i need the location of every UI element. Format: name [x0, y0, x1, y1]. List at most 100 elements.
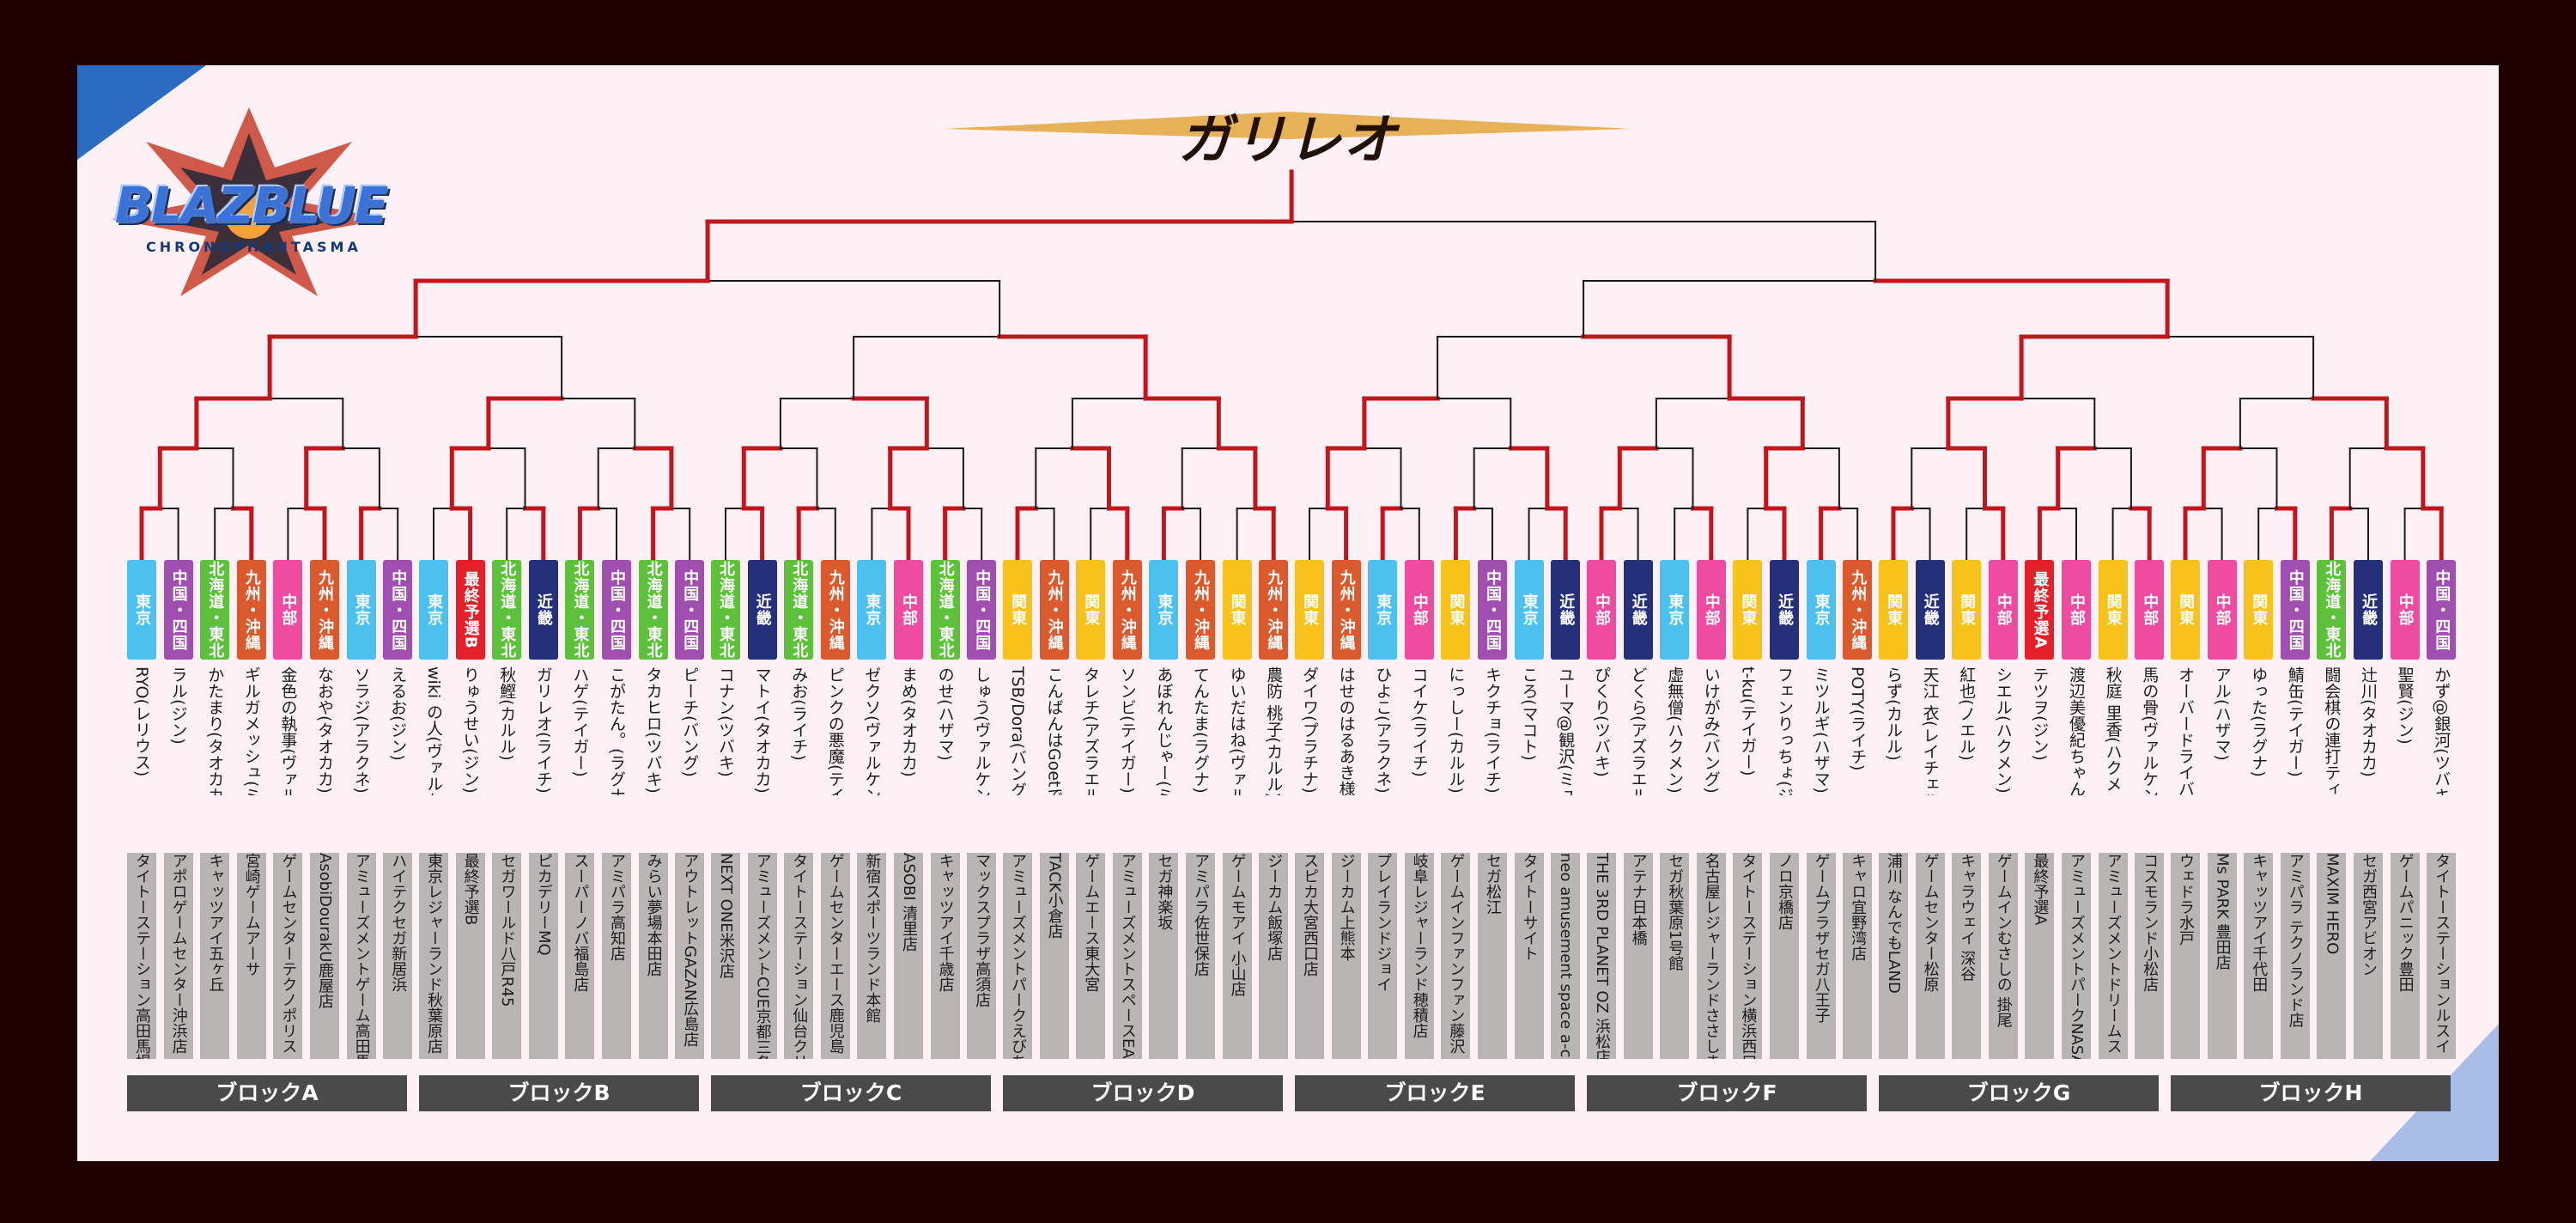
qualifier-venue: ジーカム上熊本 — [1331, 853, 1361, 1059]
region-badge: 東京 — [1149, 560, 1179, 660]
qualifier-venue: 最終予選B — [455, 853, 485, 1059]
qualifier-venue: ゲームパニック豊田 — [2390, 853, 2420, 1059]
player-name: 聖賢(ジン) — [2395, 666, 2415, 745]
region-badge: 近畿 — [1915, 560, 1945, 660]
player-name: ころ(マコト) — [1519, 666, 1539, 761]
player-name: シエル(ハクメン) — [1993, 666, 2013, 794]
region-badge: 中部 — [2390, 560, 2420, 660]
player-name: はせのはるあき様推し(ハザマ) — [1336, 666, 1356, 795]
region-badge: 中国・四国 — [163, 560, 193, 660]
block-label: ブロックD — [1003, 1075, 1283, 1111]
qualifier-venue: ゲームセンターエース鹿児島 — [820, 853, 850, 1059]
player-name: コナン(ツバキ) — [716, 666, 735, 777]
player-name: にっしー(カルル) — [1446, 666, 1466, 794]
qualifier-venue: アミューズメントドリームス — [2098, 853, 2128, 1059]
player-name: ピーチ(バング) — [680, 666, 700, 777]
qualifier-venue: ASOBI 清里店 — [894, 853, 923, 1059]
region-badge: 関東 — [2244, 560, 2274, 660]
player-name: TSB/Dora(バング) — [1008, 666, 1027, 795]
region-badge: 関東 — [1295, 560, 1324, 660]
player-name: ゼクソ(ヴァルケンハイン) — [862, 666, 882, 795]
qualifier-venue: 新宿スポーツランド本館 — [857, 853, 887, 1059]
player-name: かず@銀河(ツバキ) — [2432, 666, 2451, 795]
player-name: かたまり(タオカカ) — [205, 666, 225, 795]
qualifier-venue: ゲームインむさしの 掛尾 — [1988, 853, 2018, 1059]
player-name: 秋庭 里香(ハクメン) — [2103, 666, 2123, 795]
region-badge: 東京 — [419, 560, 448, 660]
region-badge: 関東 — [1733, 560, 1763, 660]
region-badge: 北海道・東北 — [492, 560, 522, 660]
player-name: 渡辺美優紀ちゃんを推したい(ミュー) — [2062, 666, 2091, 795]
region-badge: 中部 — [894, 560, 923, 660]
player-name: ハゲ(テイガー) — [570, 666, 590, 777]
block-label: ブロックB — [419, 1075, 699, 1111]
region-badge: 関東 — [1003, 560, 1032, 660]
qualifier-venue: ゲームセンター松原 — [1915, 853, 1945, 1059]
game-logo-wordmark: BLAZBLUE — [114, 176, 389, 234]
qualifier-venue: スピカ大宮西口店 — [1295, 853, 1324, 1059]
qualifier-venue: ゲームモアイ 小山店 — [1222, 853, 1252, 1059]
qualifier-venue: タイトーサイト — [1514, 853, 1544, 1059]
region-badge: 東京 — [1660, 560, 1690, 660]
player-name: t-ku(テイガー) — [1738, 666, 1758, 776]
qualifier-venue: セガ秋葉原1号館 — [1660, 853, 1690, 1059]
player-name: のせ(ハザマ) — [935, 666, 955, 761]
region-badge: 北海道・東北 — [784, 560, 814, 660]
player-name: ソラジ(アラクネ) — [351, 666, 371, 794]
region-badge: 中部 — [273, 560, 303, 660]
qualifier-venue: ピカデリーMQ — [528, 853, 558, 1059]
block-label: ブロックC — [711, 1075, 991, 1111]
qualifier-venue: アミューズメントパークえびちゃん — [1003, 853, 1032, 1059]
player-name: ギルガメッシュ(ミュー) — [241, 666, 261, 795]
block-label: ブロックA — [127, 1075, 407, 1111]
block-label: ブロックE — [1295, 1075, 1575, 1111]
region-badge: 九州・沖縄 — [1039, 560, 1069, 660]
region-badge: 北海道・東北 — [565, 560, 595, 660]
qualifier-venue: ゲームエース東大宮 — [1076, 853, 1106, 1059]
qualifier-venue: MAXIM HERO — [2317, 853, 2347, 1059]
region-badge: 九州・沖縄 — [1259, 560, 1289, 660]
region-badge: 最終予選A — [2025, 560, 2055, 660]
qualifier-venue: Ms PARK 豊田店 — [2207, 853, 2237, 1059]
region-badge: 関東 — [2171, 560, 2200, 660]
qualifier-venue: キャッツアイ千歳店 — [930, 853, 960, 1059]
region-badge: 中国・四国 — [675, 560, 705, 660]
qualifier-venue: 名古屋レジャーランドささしま — [1696, 853, 1726, 1059]
player-name: どくら(アズラエル) — [1628, 666, 1648, 795]
qualifier-venue: キャロ宜野湾店 — [1843, 853, 1873, 1059]
region-badge: 中国・四国 — [1478, 560, 1507, 660]
qualifier-venue: ノロ京橋店 — [1770, 853, 1799, 1059]
player-name: 天江 衣(レイチェル) — [1920, 666, 1940, 795]
player-name: ミツルギ(ハザマ) — [1811, 666, 1831, 794]
region-badge: 近畿 — [1551, 560, 1581, 660]
qualifier-venue: アミパラ佐世保店 — [1186, 853, 1215, 1059]
region-badge: 東京 — [1514, 560, 1544, 660]
region-badge: 中国・四国 — [602, 560, 631, 660]
qualifier-venue: ゲームセンターテクノポリス — [273, 853, 303, 1059]
qualifier-venue: AsobiDourakU鹿屋店 — [310, 853, 339, 1059]
region-badge: 北海道・東北 — [200, 560, 230, 660]
qualifier-venue: セガワールド八戸R45 — [492, 853, 522, 1059]
region-badge: 関東 — [1879, 560, 1908, 660]
player-name: こんばんはGoetです(ハクメン) — [1044, 666, 1064, 795]
player-name: マトイ(タオカカ) — [752, 666, 772, 794]
qualifier-venue: キャラウェイ 深谷 — [1952, 853, 1982, 1059]
region-badge: 関東 — [1441, 560, 1471, 660]
region-badge: 九州・沖縄 — [820, 560, 850, 660]
qualifier-venue: TACK小倉店 — [1039, 853, 1069, 1059]
block-label: ブロックH — [2171, 1075, 2451, 1111]
player-name: ラル(ジン) — [168, 666, 188, 745]
region-badge: 近畿 — [2354, 560, 2383, 660]
qualifier-venue: 宮崎ゲームアーサ — [236, 853, 266, 1059]
corner-decoration-top-left — [77, 65, 206, 160]
qualifier-venue: セガ西宮アビオン — [2354, 853, 2383, 1059]
champion-flourish — [945, 112, 1631, 139]
region-badge: 関東 — [1076, 560, 1106, 660]
block-label: ブロックF — [1587, 1075, 1867, 1111]
player-name: ゆった(ラグナ) — [2249, 666, 2269, 777]
qualifier-venue: ウェドラ水戸 — [2171, 853, 2200, 1059]
player-name: 辻川(タオカカ) — [2359, 666, 2378, 777]
region-badge: 近畿 — [1770, 560, 1799, 660]
